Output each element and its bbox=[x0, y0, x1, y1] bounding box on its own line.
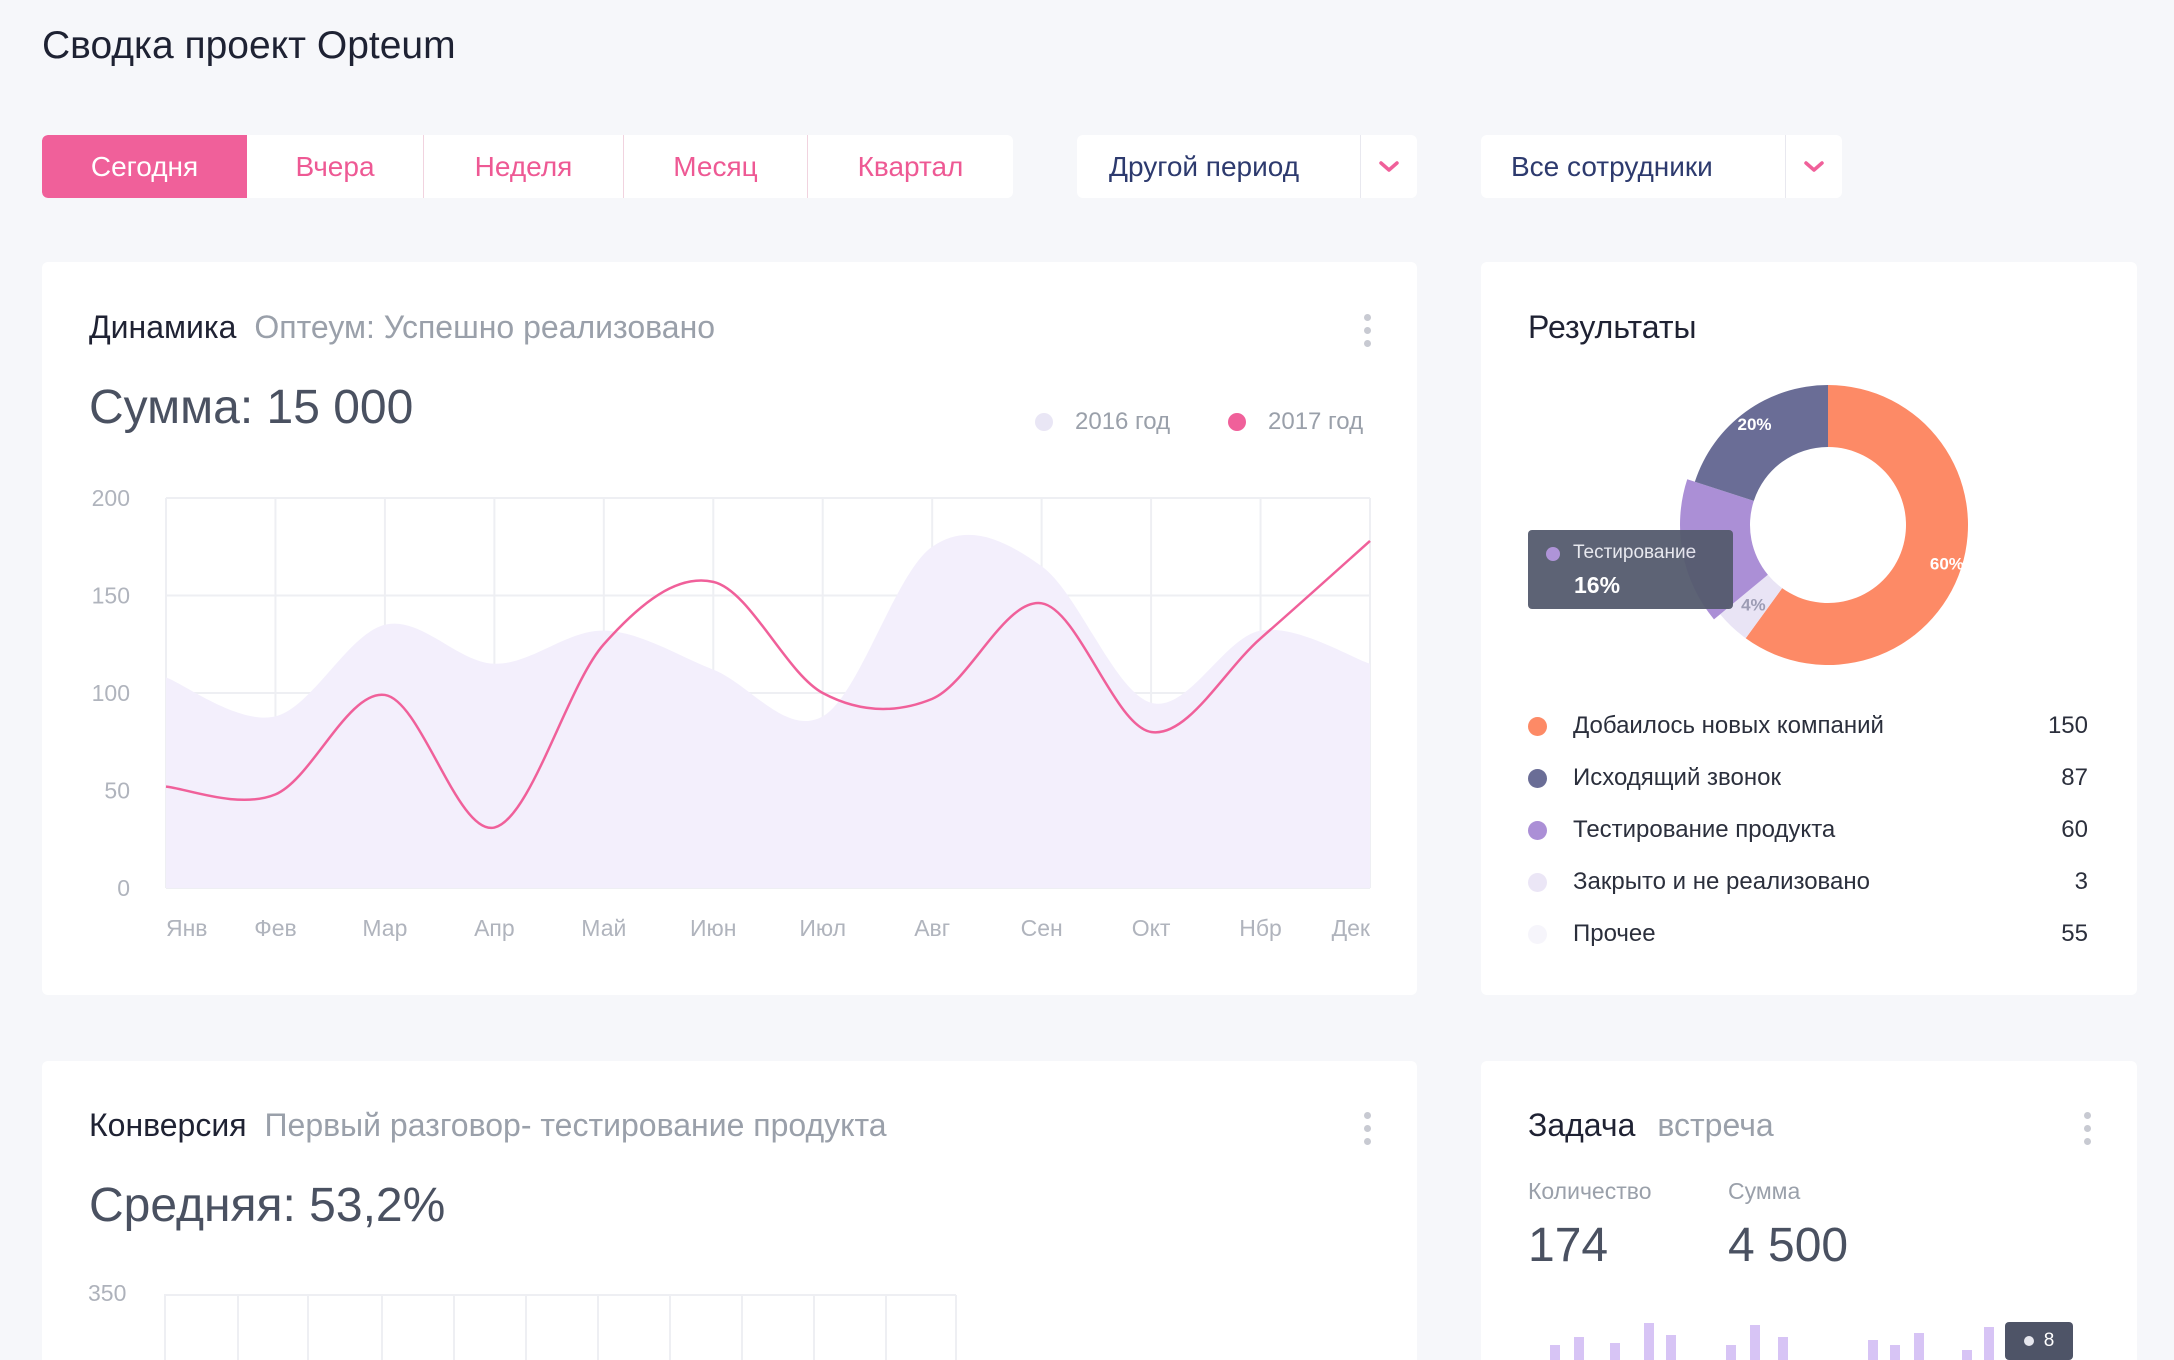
tab-week[interactable]: Неделя bbox=[424, 135, 624, 198]
tooltip-value: 16% bbox=[1574, 572, 1621, 598]
conversion-header: Конверсия Первый разговор- тестирование … bbox=[89, 1107, 887, 1144]
period-dropdown-label: Другой период bbox=[1109, 150, 1300, 182]
x-tick-label: Авг bbox=[914, 915, 950, 941]
x-tick-label: Нбр bbox=[1239, 915, 1282, 941]
results-row-label: Закрыто и не реализовано bbox=[1573, 868, 1870, 895]
chevron-down-icon[interactable] bbox=[1361, 135, 1417, 198]
results-row: Прочее 55 bbox=[1528, 914, 2088, 954]
conversion-card bbox=[42, 1061, 1417, 1360]
more-options-icon[interactable] bbox=[1364, 1112, 1372, 1151]
donut-slice-label: 4% bbox=[1741, 595, 1766, 614]
task-sum-label: Сумма bbox=[1728, 1178, 1801, 1204]
page-title: Сводка проект Opteum bbox=[42, 24, 456, 67]
y-tick-label: 0 bbox=[117, 875, 130, 901]
donut-slice bbox=[1745, 385, 1968, 665]
donut-slice bbox=[1694, 385, 1828, 501]
task-mini-bars bbox=[1550, 1323, 1994, 1360]
legend-dot-icon bbox=[1528, 924, 1547, 944]
tab-yesterday[interactable]: Вчера bbox=[247, 135, 424, 198]
tab-month[interactable]: Месяц bbox=[624, 135, 808, 198]
dynamics-sum: Сумма: 15 000 bbox=[89, 381, 414, 434]
task-header: Задача встреча bbox=[1528, 1107, 1774, 1144]
tooltip-label: Тестирование bbox=[1573, 542, 1697, 563]
legend-dot-icon bbox=[1228, 413, 1246, 431]
results-title: Результаты bbox=[1528, 309, 1697, 345]
legend-2017-label: 2017 год bbox=[1268, 408, 1364, 435]
results-row-value: 87 bbox=[2061, 764, 2088, 791]
results-row-value: 55 bbox=[2061, 920, 2088, 947]
x-tick-label: Май bbox=[581, 915, 626, 941]
y-tick-label: 50 bbox=[104, 778, 130, 804]
conversion-average: Средняя: 53,2% bbox=[89, 1179, 446, 1232]
task-badge-value: 8 bbox=[2043, 1330, 2055, 1351]
legend-dot-icon bbox=[1528, 820, 1547, 840]
dropdown-separator bbox=[1785, 135, 1786, 198]
series-2017-line bbox=[165, 539, 1371, 829]
results-row-label: Добаилось новых компаний bbox=[1573, 712, 1884, 739]
tooltip-dot-icon bbox=[1546, 547, 1560, 561]
series-2016-area bbox=[166, 534, 1370, 888]
dynamics-subtitle: Оптеум: Успешно реализовано bbox=[254, 309, 716, 345]
conversion-title: Конверсия bbox=[89, 1107, 247, 1143]
task-count-label: Количество bbox=[1528, 1178, 1652, 1204]
x-tick-label: Янв bbox=[166, 915, 208, 941]
x-tick-label: Мар bbox=[362, 915, 407, 941]
results-row-label: Тестирование продукта bbox=[1573, 816, 1836, 843]
legend-dot-icon bbox=[1528, 872, 1547, 892]
legend-2016: 2016 год bbox=[1035, 408, 1170, 436]
period-dropdown[interactable]: Другой период bbox=[1077, 135, 1417, 198]
y-tick-label: 150 bbox=[92, 583, 130, 609]
y-tick-label: 200 bbox=[92, 485, 130, 511]
dropdown-separator bbox=[1360, 135, 1361, 198]
legend-dot-icon bbox=[1528, 768, 1547, 788]
results-row: Добаилось новых компаний 150 bbox=[1528, 706, 2088, 746]
dynamics-title: Динамика bbox=[89, 309, 237, 345]
results-row-value: 3 bbox=[2074, 868, 2088, 895]
task-title: Задача bbox=[1528, 1107, 1636, 1143]
results-row: Исходящий звонок 87 bbox=[1528, 758, 2088, 798]
dynamics-chart: 0 50 100 150 200 Янв Фев Мар Апр Май Июн Июл Авг Сен О… bbox=[92, 485, 1371, 941]
x-tick-label: Фев bbox=[254, 915, 297, 941]
donut-slice-label: 60% bbox=[1930, 555, 1964, 574]
results-row: Тестирование продукта 60 bbox=[1528, 810, 2088, 850]
x-tick-label: Июн bbox=[690, 915, 736, 941]
tab-quarter[interactable]: Квартал bbox=[857, 150, 964, 182]
dynamics-header: Динамика Оптеум: Успешно реализовано bbox=[89, 309, 715, 346]
results-row-label: Исходящий звонок bbox=[1573, 764, 1781, 791]
conversion-subtitle: Первый разговор- тестирование продукта bbox=[264, 1107, 887, 1143]
legend-dot-icon bbox=[1035, 413, 1053, 431]
x-tick-label: Окт bbox=[1132, 915, 1171, 941]
results-row-value: 150 bbox=[2047, 712, 2088, 739]
donut-slice-label: 20% bbox=[1738, 415, 1772, 434]
employees-dropdown[interactable]: Все сотрудники bbox=[1481, 135, 1842, 198]
conversion-y-axis-label: 350 bbox=[88, 1280, 127, 1306]
employees-dropdown-label: Все сотрудники bbox=[1511, 150, 1713, 182]
task-sum-value: 4 500 bbox=[1728, 1219, 1849, 1272]
task-card bbox=[1481, 1061, 2137, 1360]
donut-tooltip: Тестирование 16% bbox=[1528, 530, 1733, 609]
conversion-chart-grid bbox=[164, 1294, 957, 1360]
task-subtitle: встреча bbox=[1657, 1107, 1774, 1143]
period-tabs: Сегодня Вчера Неделя Месяц Квартал bbox=[42, 135, 1013, 198]
results-row-label: Прочее bbox=[1573, 920, 1656, 947]
x-tick-label: Дек bbox=[1332, 915, 1371, 941]
more-options-icon[interactable] bbox=[1364, 314, 1372, 353]
legend-dot-icon bbox=[1528, 716, 1547, 736]
badge-dot-icon bbox=[2023, 1336, 2034, 1346]
x-tick-label: Апр bbox=[474, 915, 515, 941]
tab-today[interactable]: Сегодня bbox=[42, 135, 247, 198]
task-count-value: 174 bbox=[1528, 1219, 1609, 1272]
results-row: Закрыто и не реализовано 3 bbox=[1528, 862, 2088, 902]
results-row-value: 60 bbox=[2061, 816, 2088, 843]
donut-slice bbox=[1720, 574, 1783, 639]
x-tick-label: Сен bbox=[1021, 915, 1063, 941]
more-options-icon[interactable] bbox=[2084, 1112, 2092, 1151]
legend-2017: 2017 год bbox=[1228, 408, 1363, 436]
legend-2016-label: 2016 год bbox=[1075, 408, 1171, 435]
task-tooltip-badge: 8 bbox=[2005, 1322, 2073, 1360]
x-tick-label: Июл bbox=[799, 915, 846, 941]
chevron-down-icon[interactable] bbox=[1786, 135, 1842, 198]
y-tick-label: 100 bbox=[92, 680, 130, 706]
